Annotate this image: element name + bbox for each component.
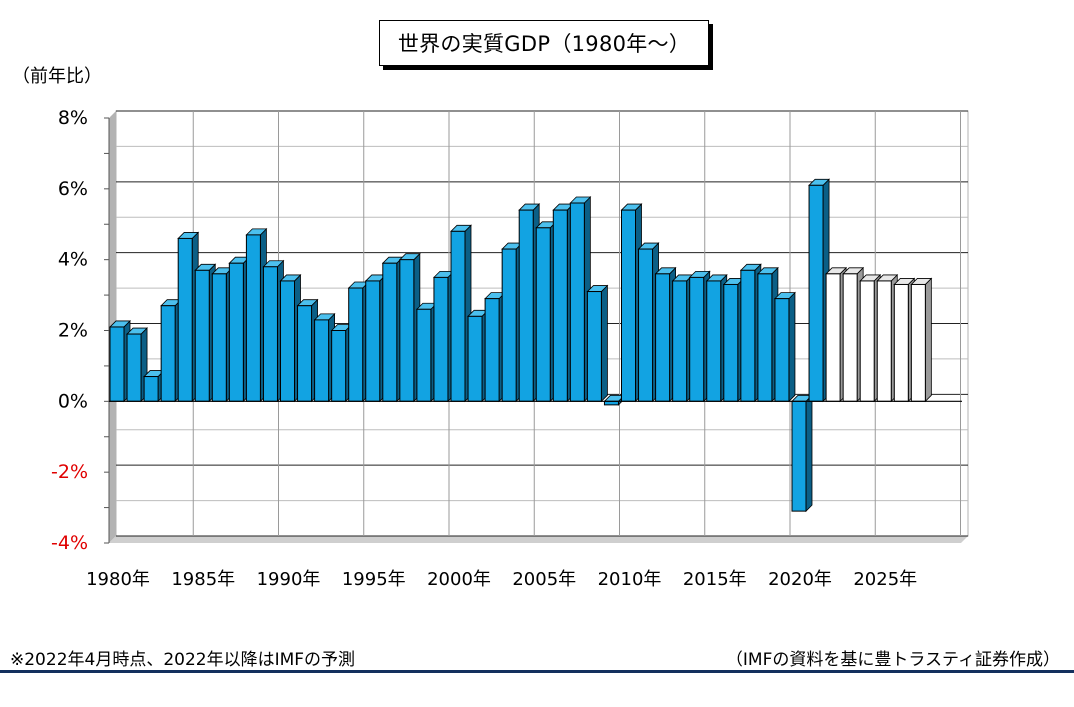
bar-2009	[603, 394, 626, 406]
y-tick-label: 6%	[58, 178, 88, 200]
x-tick-label: 2005年	[512, 569, 576, 590]
y-tick-label: -2%	[51, 461, 88, 483]
y-tick-label: 2%	[58, 320, 88, 342]
chart-title-box: 世界の実質GDP（1980年～）	[379, 20, 709, 66]
x-tick-label: 2010年	[598, 569, 662, 590]
forecast-footnote: ※2022年4月時点、2022年以降はIMFの予測	[10, 650, 356, 670]
x-tick-label: 1990年	[257, 569, 321, 590]
gdp-bar-chart: 8% 6% 4% 2% 0% -2% -4% 1980年 1985年 1990年 1995年 2000…	[51, 107, 969, 590]
bar-2007	[569, 196, 592, 403]
bar-2019	[773, 291, 796, 403]
y-tick-label: 0%	[58, 390, 88, 412]
y-axis-unit-label: （前年比）	[12, 66, 102, 87]
bar-2020	[791, 394, 813, 513]
chart-title: 世界の実質GDP（1980年～）	[397, 32, 691, 56]
chart-floor	[109, 536, 968, 543]
y-tick-label: -4%	[51, 532, 88, 554]
y-tick-label: 4%	[58, 249, 88, 271]
x-tick-label: 2025年	[853, 569, 917, 590]
source-credit: （IMFの資料を基に豊トラスティ証券作成）	[725, 650, 1060, 670]
y-tick-label: 8%	[58, 107, 88, 129]
x-tick-label: 1995年	[342, 569, 406, 590]
x-tick-label: 2015年	[683, 569, 747, 590]
bottom-rule	[0, 670, 1074, 673]
x-tick-label: 1985年	[171, 569, 235, 590]
x-tick-label: 1980年	[86, 569, 150, 590]
bar-2027-forecast	[910, 277, 933, 403]
x-tick-label: 2020年	[768, 569, 832, 590]
x-tick-label: 2000年	[427, 569, 491, 590]
bar-2008	[586, 284, 609, 403]
